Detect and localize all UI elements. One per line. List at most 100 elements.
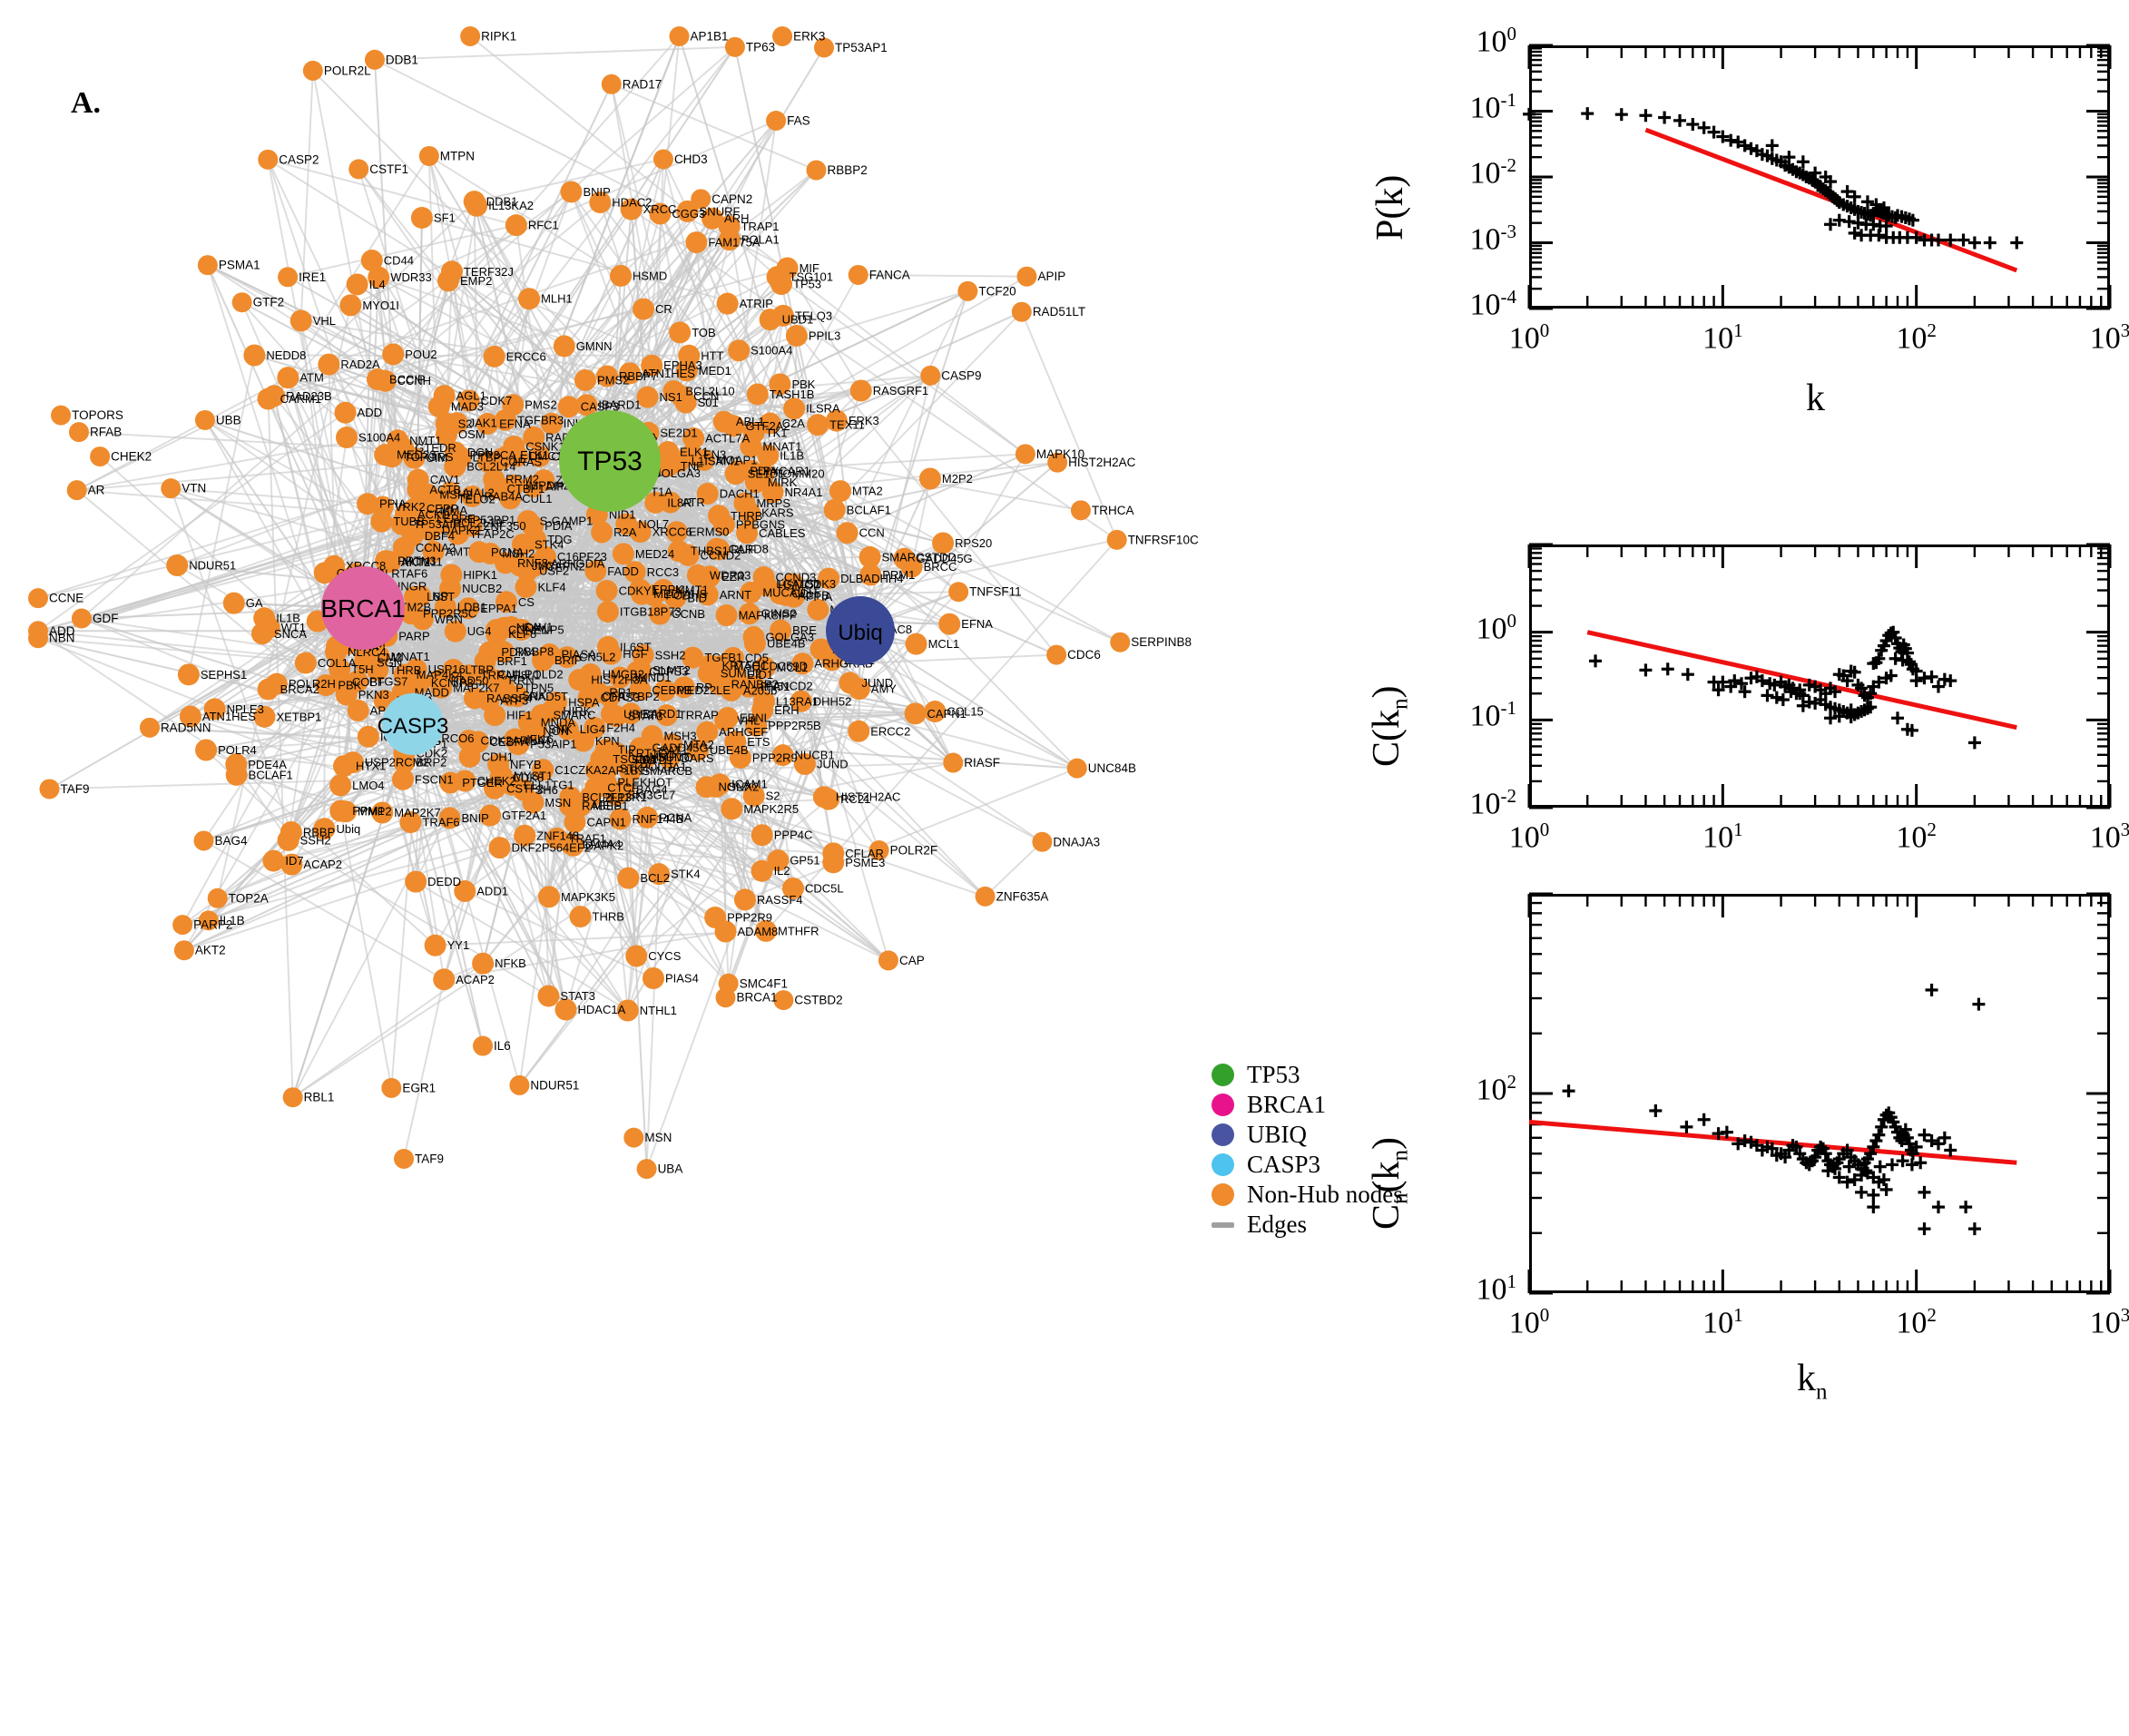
network-node[interactable]	[361, 250, 383, 271]
network-node[interactable]	[623, 1128, 643, 1148]
network-node[interactable]	[829, 480, 851, 502]
network-node[interactable]	[938, 613, 960, 635]
network-node[interactable]	[425, 935, 446, 956]
network-node[interactable]	[669, 26, 689, 46]
network-node[interactable]	[708, 505, 730, 526]
network-node[interactable]	[347, 273, 368, 295]
network-node[interactable]	[1110, 633, 1130, 652]
network-node[interactable]	[1016, 267, 1036, 287]
network-node[interactable]	[198, 255, 218, 275]
network-node[interactable]	[405, 871, 427, 893]
network-node[interactable]	[1015, 444, 1035, 464]
network-node[interactable]	[51, 406, 71, 426]
network-node[interactable]	[613, 543, 634, 564]
network-node[interactable]	[290, 309, 312, 331]
network-node[interactable]	[195, 739, 217, 760]
network-node[interactable]	[278, 267, 298, 287]
network-node[interactable]	[905, 702, 927, 724]
network-node[interactable]	[602, 74, 622, 94]
network-node[interactable]	[1046, 645, 1066, 665]
network-node[interactable]	[223, 593, 245, 614]
network-node[interactable]	[28, 588, 48, 608]
network-node[interactable]	[253, 607, 275, 629]
network-node[interactable]	[161, 478, 181, 498]
network-node[interactable]	[728, 339, 750, 361]
network-node[interactable]	[243, 344, 265, 366]
network-node[interactable]	[653, 149, 673, 169]
network-node[interactable]	[957, 281, 977, 301]
network-node[interactable]	[850, 379, 872, 401]
network-node[interactable]	[460, 26, 480, 46]
network-node[interactable]	[484, 704, 505, 726]
network-node[interactable]	[419, 146, 439, 166]
network-node[interactable]	[849, 265, 868, 285]
network-node[interactable]	[329, 774, 351, 796]
network-node[interactable]	[69, 422, 89, 442]
network-node[interactable]	[716, 604, 738, 626]
network-node[interactable]	[719, 974, 739, 994]
network-node[interactable]	[336, 427, 358, 448]
network-node[interactable]	[948, 582, 968, 602]
network-node[interactable]	[570, 906, 592, 927]
network-node[interactable]	[537, 986, 559, 1007]
network-node[interactable]	[194, 830, 214, 850]
network-node[interactable]	[554, 335, 575, 357]
network-node[interactable]	[208, 888, 228, 908]
network-node[interactable]	[258, 679, 280, 701]
network-node[interactable]	[174, 940, 194, 960]
network-node[interactable]	[381, 1078, 401, 1098]
network-node[interactable]	[560, 181, 582, 202]
network-node[interactable]	[1071, 500, 1091, 520]
network-node[interactable]	[437, 270, 459, 291]
network-node[interactable]	[633, 299, 654, 320]
network-node[interactable]	[643, 967, 664, 989]
network-node[interactable]	[140, 718, 160, 738]
network-node[interactable]	[772, 26, 792, 46]
network-node[interactable]	[509, 1075, 529, 1095]
network-node[interactable]	[277, 367, 299, 388]
network-node[interactable]	[370, 511, 392, 533]
network-node[interactable]	[919, 467, 941, 489]
network-node[interactable]	[1067, 759, 1087, 779]
network-node[interactable]	[976, 887, 996, 907]
network-node[interactable]	[610, 265, 632, 287]
network-node[interactable]	[473, 1036, 493, 1056]
network-node[interactable]	[906, 633, 927, 655]
network-node[interactable]	[39, 779, 59, 799]
network-node[interactable]	[617, 868, 639, 889]
network-node[interactable]	[459, 746, 481, 768]
network-node[interactable]	[394, 1149, 414, 1169]
network-node[interactable]	[172, 915, 192, 935]
network-node[interactable]	[303, 61, 323, 81]
network-node[interactable]	[335, 402, 357, 424]
network-node[interactable]	[943, 753, 963, 773]
network-node[interactable]	[166, 554, 188, 576]
network-node[interactable]	[822, 851, 844, 873]
network-node[interactable]	[295, 652, 317, 674]
network-node[interactable]	[484, 346, 505, 368]
network-node[interactable]	[464, 191, 486, 212]
network-node[interactable]	[518, 288, 540, 309]
network-node[interactable]	[1012, 302, 1032, 322]
network-node[interactable]	[721, 798, 742, 819]
network-node[interactable]	[538, 886, 560, 907]
network-node[interactable]	[717, 293, 739, 315]
network-node[interactable]	[696, 776, 718, 798]
network-node[interactable]	[278, 829, 299, 851]
network-node[interactable]	[669, 321, 691, 343]
network-node[interactable]	[262, 850, 284, 872]
network-node[interactable]	[358, 726, 379, 748]
network-node[interactable]	[489, 837, 511, 858]
network-node[interactable]	[848, 721, 869, 742]
network-node[interactable]	[433, 968, 455, 990]
network-node[interactable]	[574, 369, 596, 391]
network-node[interactable]	[685, 231, 707, 253]
network-node[interactable]	[28, 621, 48, 641]
network-node[interactable]	[339, 294, 361, 316]
network-node[interactable]	[232, 292, 252, 312]
network-node[interactable]	[348, 159, 368, 179]
network-node[interactable]	[760, 309, 781, 330]
network-node[interactable]	[258, 150, 278, 170]
network-node[interactable]	[920, 366, 940, 386]
network-node[interactable]	[837, 522, 858, 544]
